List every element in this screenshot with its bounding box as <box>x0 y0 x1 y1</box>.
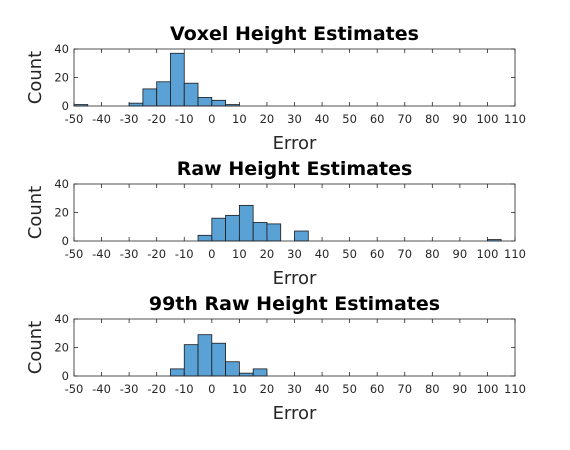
x-tick-label: 20 <box>260 247 275 261</box>
histogram-bar <box>183 82 199 107</box>
x-tick-label: -40 <box>92 112 111 126</box>
histogram-bar <box>294 230 309 242</box>
x-tick-label: 90 <box>453 382 468 396</box>
x-tick-label: -30 <box>120 112 139 126</box>
x-tick-label: -40 <box>92 382 111 396</box>
x-tick-label: -20 <box>147 112 166 126</box>
y-tick-label: 40 <box>54 177 69 191</box>
histogram-bar <box>170 52 185 107</box>
x-tick-label: -50 <box>65 247 84 261</box>
histogram-bar <box>170 368 185 377</box>
x-tick-label: 110 <box>504 382 526 396</box>
y-tick-label: 0 <box>62 234 69 248</box>
x-tick-label: 70 <box>397 247 412 261</box>
x-tick-label: 0 <box>208 382 215 396</box>
x-tick-label: 20 <box>260 112 275 126</box>
x-tick-label: 40 <box>315 247 330 261</box>
chart-title: 99th Raw Height Estimates <box>149 293 440 315</box>
x-tick-label: 0 <box>208 112 215 126</box>
x-tick-label: 30 <box>287 247 302 261</box>
y-tick-label: 40 <box>54 42 69 56</box>
x-tick-label: 40 <box>315 112 330 126</box>
chart-title: Voxel Height Estimates <box>170 23 419 45</box>
y-tick-label: 0 <box>62 369 69 383</box>
x-tick-label: 60 <box>370 112 385 126</box>
x-axis-label: Error <box>273 403 317 424</box>
x-tick-label: 110 <box>504 247 526 261</box>
x-tick-label: 10 <box>232 382 247 396</box>
x-tick-label: -40 <box>92 247 111 261</box>
chart-1: -50 -40 -30 -20 -10 0 10 20 30 40 50 60 70 80 90 100 110… <box>25 23 526 154</box>
x-axis-label: Error <box>273 133 317 154</box>
x-tick-label: -20 <box>147 382 166 396</box>
x-tick-label: -10 <box>175 112 194 126</box>
x-tick-label: 110 <box>504 112 526 126</box>
histogram-bar <box>252 368 268 377</box>
histogram-bar <box>197 334 213 377</box>
x-tick-label: -50 <box>65 382 84 396</box>
histogram-bar <box>142 88 158 107</box>
histogram-bar <box>211 342 226 377</box>
x-tick-label: 40 <box>315 382 330 396</box>
x-tick-label: 50 <box>342 247 357 261</box>
y-axis-label: Count <box>25 186 46 239</box>
histogram-bar <box>225 361 240 377</box>
x-tick-label: 60 <box>370 247 385 261</box>
x-tick-label: 100 <box>476 247 498 261</box>
histogram-bar <box>238 372 254 377</box>
y-tick-label: 40 <box>54 312 69 326</box>
histogram-bar <box>238 204 254 242</box>
histogram-bar <box>197 234 213 242</box>
y-tick-label: 20 <box>54 341 69 355</box>
histogram-bar <box>225 214 240 242</box>
histogram-bar <box>266 223 282 242</box>
x-tick-label: 80 <box>425 112 440 126</box>
histogram-bar <box>211 99 226 107</box>
histogram-bar <box>211 217 226 242</box>
x-tick-label: -30 <box>120 247 139 261</box>
x-tick-label: 20 <box>260 382 275 396</box>
x-tick-label: 30 <box>287 112 302 126</box>
x-tick-label: 30 <box>287 382 302 396</box>
x-tick-label: 100 <box>476 382 498 396</box>
x-tick-label: 0 <box>208 247 215 261</box>
histogram-bar <box>156 81 171 107</box>
y-tick-label: 20 <box>54 206 69 220</box>
y-tick-label: 20 <box>54 71 69 85</box>
histogram-bar <box>197 97 213 107</box>
x-tick-label: 70 <box>397 112 412 126</box>
x-tick-label: -50 <box>65 112 84 126</box>
x-tick-label: 80 <box>425 382 440 396</box>
chart-3: -50 -40 -30 -20 -10 0 10 20 30 40 50 60 70 80 90 100 110… <box>25 293 526 424</box>
x-tick-label: -10 <box>175 382 194 396</box>
x-tick-label: 60 <box>370 382 385 396</box>
x-axis-label: Error <box>273 268 317 289</box>
histogram-bar <box>128 102 144 107</box>
chart-2: -50 -40 -30 -20 -10 0 10 20 30 40 50 60 70 80 90 100 110… <box>25 158 526 289</box>
x-tick-label: 10 <box>232 247 247 261</box>
x-tick-label: -30 <box>120 382 139 396</box>
x-tick-label: 90 <box>453 112 468 126</box>
x-tick-label: 10 <box>232 112 247 126</box>
x-tick-label: -20 <box>147 247 166 261</box>
x-tick-label: 50 <box>342 382 357 396</box>
y-axis-label: Count <box>25 321 46 374</box>
y-tick-label: 0 <box>62 99 69 113</box>
y-axis-label: Count <box>25 51 46 104</box>
x-tick-label: 80 <box>425 247 440 261</box>
histogram-bar <box>183 344 199 377</box>
plot-frame <box>73 48 516 107</box>
chart-title: Raw Height Estimates <box>177 158 413 180</box>
x-tick-label: -10 <box>175 247 194 261</box>
x-tick-label: 100 <box>476 112 498 126</box>
histogram-bar <box>252 222 268 242</box>
x-tick-label: 70 <box>397 382 412 396</box>
plot-frame <box>73 318 516 377</box>
x-tick-label: 90 <box>453 247 468 261</box>
x-tick-label: 50 <box>342 112 357 126</box>
